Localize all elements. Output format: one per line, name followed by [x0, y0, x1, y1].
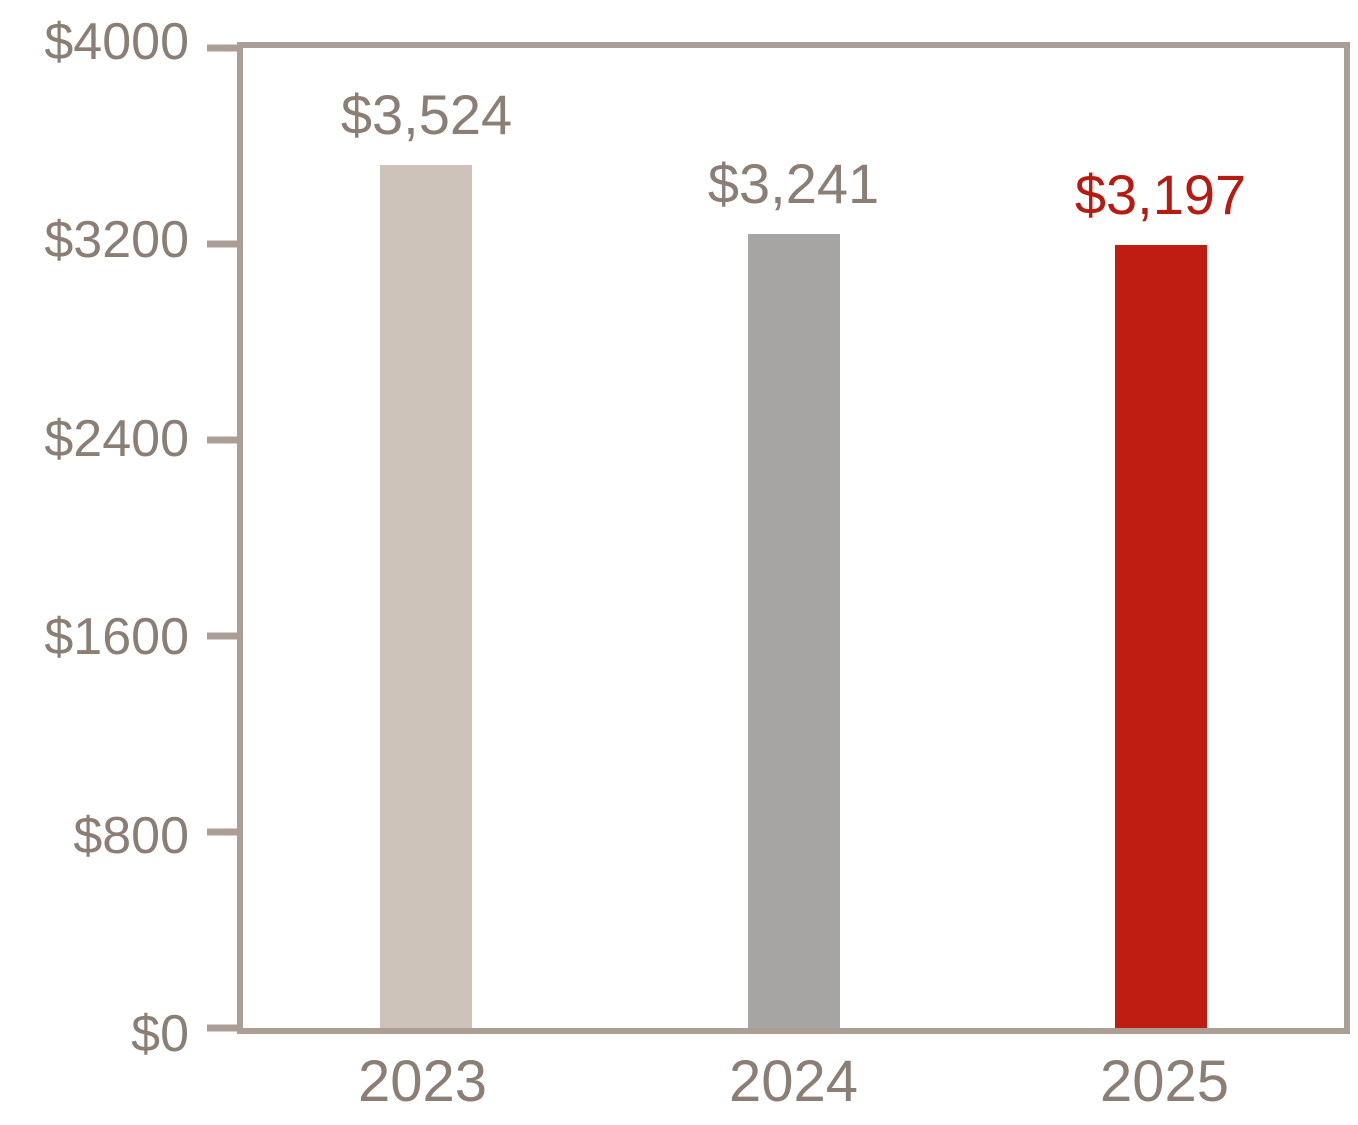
y-tick-label: $0: [131, 1005, 189, 1063]
y-tick-label: $3200: [44, 211, 189, 270]
y-tick-mark: [207, 1024, 237, 1032]
bar-2025: [1114, 244, 1207, 1028]
y-tick-mark: [207, 240, 237, 248]
value-label: $3,241: [707, 151, 880, 215]
y-tick-mark: [207, 44, 237, 52]
plot-area: $3,524 $3,241 $3,197: [207, 42, 1350, 1034]
y-tick-mark: [207, 436, 237, 444]
x-tick-label: 2023: [357, 1049, 488, 1114]
y-tick-mark: [207, 632, 237, 640]
bar-2024: [747, 233, 840, 1028]
y-tick-label: $4000: [44, 13, 189, 71]
bar-2023: [380, 164, 473, 1028]
y-tick-mark: [207, 828, 237, 836]
y-tick-label: $2400: [44, 409, 189, 468]
x-tick-label: 2024: [728, 1049, 859, 1114]
y-tick-label: $800: [73, 806, 189, 865]
y-tick-label: $1600: [44, 608, 189, 667]
x-axis: 2023 2024 2025: [237, 1048, 1350, 1125]
value-label: $3,197: [1074, 162, 1247, 226]
value-label: $3,524: [340, 82, 513, 146]
x-tick-label: 2025: [1099, 1049, 1230, 1114]
y-axis: $0 $800 $1600 $2400 $3200 $4000: [0, 13, 237, 1063]
